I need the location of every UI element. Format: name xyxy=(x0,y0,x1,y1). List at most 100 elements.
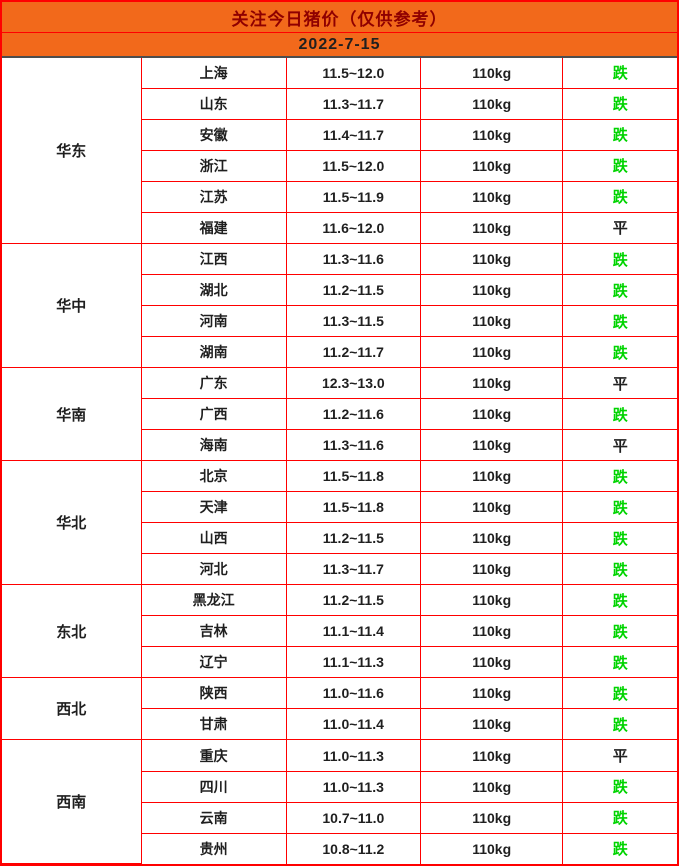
weight-cell: 110kg xyxy=(419,211,564,244)
region-cell: 西北 xyxy=(2,677,142,741)
status-cell: 跌 xyxy=(562,87,677,120)
status-cell: 跌 xyxy=(562,336,677,369)
table-row: 西北 陕西 11.0~11.6 110kg 跌 xyxy=(2,677,677,741)
status-cell: 跌 xyxy=(562,801,677,834)
weight-cell: 110kg xyxy=(419,398,564,431)
price-cell: 11.5~11.8 xyxy=(285,491,421,524)
price-cell: 11.2~11.5 xyxy=(285,584,421,617)
status-cell: 跌 xyxy=(562,491,677,524)
status-cell: 跌 xyxy=(562,274,677,307)
status-cell: 跌 xyxy=(562,770,677,803)
price-cell: 11.2~11.7 xyxy=(285,336,421,369)
price-cell: 11.5~12.0 xyxy=(285,149,421,182)
date-label: 2022-7-15 xyxy=(2,33,677,58)
table-row: 云南 10.7~11.0 110kg 跌 xyxy=(2,801,677,834)
region-cell: 华东 xyxy=(2,58,142,244)
table-row: 华东 上海 11.5~12.0 110kg 跌 xyxy=(2,58,677,244)
province-cell: 吉林 xyxy=(141,615,287,648)
status-cell: 平 xyxy=(562,429,677,462)
table-row: 山西 11.2~11.5 110kg 跌 xyxy=(2,522,677,555)
weight-cell: 110kg xyxy=(419,801,564,834)
status-cell: 跌 xyxy=(562,584,677,617)
price-cell: 10.8~11.2 xyxy=(285,832,421,864)
province-cell: 广西 xyxy=(141,398,287,431)
weight-cell: 110kg xyxy=(419,87,564,120)
status-cell: 跌 xyxy=(562,398,677,431)
province-cell: 重庆 xyxy=(140,739,287,772)
table-row: 安徽 11.4~11.7 110kg 跌 xyxy=(2,118,677,151)
price-cell: 11.1~11.3 xyxy=(285,646,421,679)
province-cell: 江西 xyxy=(140,242,287,276)
province-cell: 山西 xyxy=(141,522,287,555)
table-row: 甘肃 11.0~11.4 110kg 跌 xyxy=(2,708,677,741)
status-cell: 跌 xyxy=(562,180,677,213)
province-cell: 河北 xyxy=(141,553,287,586)
status-cell: 跌 xyxy=(562,646,677,679)
province-cell: 浙江 xyxy=(141,149,287,182)
table-row: 贵州 10.8~11.2 110kg 跌 xyxy=(2,832,677,864)
province-cell: 海南 xyxy=(141,429,287,462)
weight-cell: 110kg xyxy=(419,615,564,648)
price-cell: 11.0~11.4 xyxy=(285,708,421,741)
region-cell: 华南 xyxy=(2,367,142,462)
weight-cell: 110kg xyxy=(419,429,564,462)
price-cell: 11.2~11.6 xyxy=(285,398,421,431)
weight-cell: 110kg xyxy=(419,770,564,803)
table-row: 海南 11.3~11.6 110kg 平 xyxy=(2,429,677,462)
table-row: 浙江 11.5~12.0 110kg 跌 xyxy=(2,149,677,182)
table-row: 吉林 11.1~11.4 110kg 跌 xyxy=(2,615,677,648)
status-cell: 跌 xyxy=(562,242,677,276)
table-row: 江苏 11.5~11.9 110kg 跌 xyxy=(2,180,677,213)
province-cell: 福建 xyxy=(141,211,287,244)
weight-cell: 110kg xyxy=(419,58,564,89)
table-row: 四川 11.0~11.3 110kg 跌 xyxy=(2,770,677,803)
province-cell: 山东 xyxy=(141,87,287,120)
price-cell: 11.0~11.3 xyxy=(285,770,421,803)
weight-cell: 110kg xyxy=(419,708,564,741)
weight-cell: 110kg xyxy=(419,677,564,710)
province-cell: 江苏 xyxy=(141,180,287,213)
province-cell: 云南 xyxy=(141,801,287,834)
weight-cell: 110kg xyxy=(419,274,564,307)
price-cell: 11.3~11.6 xyxy=(285,429,421,462)
price-cell: 11.3~11.5 xyxy=(285,305,421,338)
weight-cell: 110kg xyxy=(419,242,564,276)
status-cell: 跌 xyxy=(562,708,677,741)
province-cell: 湖北 xyxy=(141,274,287,307)
weight-cell: 110kg xyxy=(419,522,564,555)
weight-cell: 110kg xyxy=(419,646,564,679)
price-cell: 11.3~11.7 xyxy=(285,87,421,120)
table-row: 湖南 11.2~11.7 110kg 跌 xyxy=(2,336,677,369)
price-cell: 11.3~11.6 xyxy=(285,242,421,276)
province-cell: 贵州 xyxy=(141,832,287,864)
price-cell: 11.5~11.8 xyxy=(285,460,421,493)
status-cell: 跌 xyxy=(562,615,677,648)
table-row: 华北 北京 11.5~11.8 110kg 跌 xyxy=(2,460,677,586)
province-cell: 陕西 xyxy=(140,677,287,710)
price-cell: 11.6~12.0 xyxy=(285,211,421,244)
price-cell: 12.3~13.0 xyxy=(285,367,421,400)
status-cell: 跌 xyxy=(562,553,677,586)
status-cell: 平 xyxy=(562,739,677,772)
province-cell: 四川 xyxy=(141,770,287,803)
status-cell: 跌 xyxy=(562,460,677,493)
table-row: 东北 黑龙江 11.2~11.5 110kg 跌 xyxy=(2,584,677,679)
status-cell: 跌 xyxy=(562,522,677,555)
province-cell: 湖南 xyxy=(141,336,287,369)
table-row: 辽宁 11.1~11.3 110kg 跌 xyxy=(2,646,677,679)
province-cell: 辽宁 xyxy=(141,646,287,679)
weight-cell: 110kg xyxy=(419,553,564,586)
province-cell: 上海 xyxy=(140,58,287,89)
weight-cell: 110kg xyxy=(419,149,564,182)
table-row: 华南 广东 12.3~13.0 110kg 平 xyxy=(2,367,677,462)
weight-cell: 110kg xyxy=(419,367,564,400)
page-title: 关注今日猪价（仅供参考） xyxy=(2,2,677,33)
price-cell: 11.5~11.9 xyxy=(285,180,421,213)
weight-cell: 110kg xyxy=(419,491,564,524)
price-cell: 11.0~11.3 xyxy=(285,739,421,772)
status-cell: 跌 xyxy=(562,832,677,864)
table-row: 西南 重庆 11.0~11.3 110kg 平 xyxy=(2,739,677,864)
province-cell: 天津 xyxy=(141,491,287,524)
province-cell: 北京 xyxy=(140,460,287,493)
status-cell: 跌 xyxy=(562,58,677,89)
